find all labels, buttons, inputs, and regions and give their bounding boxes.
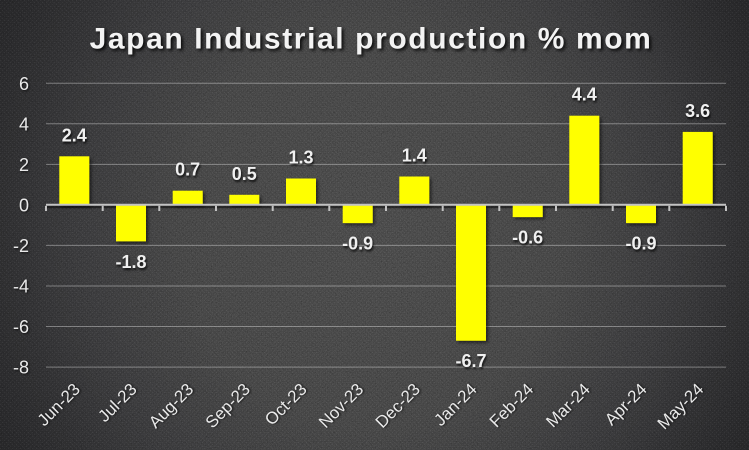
svg-text:-0.9: -0.9	[342, 234, 373, 254]
svg-text:-6.7: -6.7	[455, 351, 486, 371]
svg-text:4: 4	[19, 114, 29, 134]
svg-text:1.4: 1.4	[402, 146, 427, 166]
svg-text:-2: -2	[13, 236, 29, 256]
svg-text:3.6: 3.6	[685, 101, 710, 121]
svg-text:Japan Industrial production %: Japan Industrial production % mom	[90, 22, 653, 55]
svg-text:6: 6	[19, 74, 29, 94]
svg-text:0.5: 0.5	[232, 164, 257, 184]
svg-text:-1.8: -1.8	[115, 252, 146, 272]
svg-text:0: 0	[19, 196, 29, 216]
svg-text:0.7: 0.7	[175, 160, 200, 180]
svg-text:2.4: 2.4	[62, 125, 87, 145]
svg-text:-0.9: -0.9	[625, 234, 656, 254]
svg-text:4.4: 4.4	[572, 85, 597, 105]
svg-text:1.3: 1.3	[288, 148, 313, 168]
svg-text:-0.6: -0.6	[512, 228, 543, 248]
svg-text:-6: -6	[13, 317, 29, 337]
svg-text:2: 2	[19, 155, 29, 175]
svg-text:-8: -8	[13, 358, 29, 378]
svg-text:-4: -4	[13, 277, 29, 297]
